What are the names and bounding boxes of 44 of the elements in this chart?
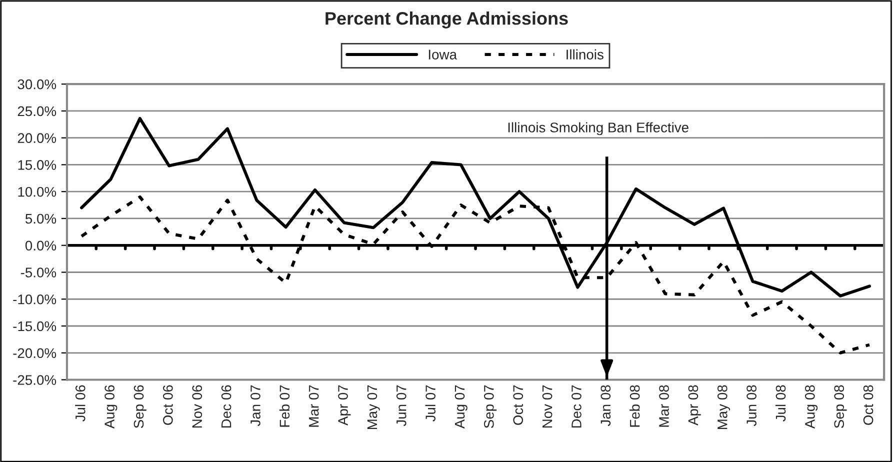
x-tick-label: Aug 07 — [454, 385, 468, 429]
x-tick-label: Oct 06 — [163, 385, 173, 425]
ref-line-label: Illinois Smoking Ban Effective — [508, 122, 688, 136]
x-tick-label: Aug 08 — [805, 385, 818, 429]
y-tick-label: -25.0% — [13, 375, 56, 385]
chart-title: Percent Change Admissions — [326, 12, 568, 28]
y-tick-label: 20.0% — [18, 133, 56, 144]
x-tick-label: May 08 — [717, 385, 730, 430]
x-tick-label: Nov 07 — [542, 385, 552, 428]
y-tick-label: 30.0% — [18, 79, 56, 90]
x-tick-label: Jan 07 — [250, 385, 260, 426]
legend-label: Illinois — [566, 49, 604, 60]
x-tick-label: Jul 06 — [75, 385, 86, 422]
y-tick-label: -5.0% — [20, 268, 56, 278]
x-tick-label: Oct 07 — [513, 385, 524, 425]
x-tick-label: Feb 07 — [279, 385, 290, 427]
x-tick-label: Dec 06 — [221, 385, 232, 428]
x-tick-label: Aug 06 — [104, 385, 118, 429]
y-tick-label: 10.0% — [18, 186, 56, 197]
x-tick-label: Feb 08 — [630, 385, 640, 427]
y-tick-label: -20.0% — [13, 348, 56, 358]
x-tick-label: Sep 08 — [834, 385, 847, 428]
y-tick-label: 15.0% — [18, 160, 56, 170]
x-tick-label: Jan 08 — [600, 385, 611, 426]
x-tick-label: Dec 07 — [572, 385, 582, 428]
x-tick-label: Oct 08 — [863, 385, 874, 425]
y-tick-label: 0.0% — [25, 240, 56, 251]
x-tick-label: Jul 08 — [775, 385, 786, 422]
x-tick-label: Apr 08 — [688, 385, 701, 426]
x-tick-label: Apr 07 — [338, 385, 351, 426]
x-tick-label: Mar 08 — [659, 385, 669, 427]
x-tick-label: Jun 07 — [396, 385, 406, 426]
legend-label: Iowa — [428, 50, 458, 60]
x-tick-label: Sep 06 — [134, 385, 146, 428]
x-tick-label: Sep 07 — [484, 385, 497, 428]
x-tick-label: Jul 07 — [425, 385, 436, 422]
y-tick-label: 5.0% — [25, 214, 56, 224]
x-tick-label: Mar 07 — [308, 385, 319, 427]
y-tick-label: -15.0% — [13, 321, 56, 332]
y-tick-label: -10.0% — [13, 294, 56, 304]
y-tick-label: 25.0% — [18, 106, 56, 116]
x-tick-label: Nov 06 — [192, 385, 202, 428]
x-tick-label: Jun 08 — [746, 385, 756, 426]
x-tick-label: May 07 — [367, 385, 380, 430]
